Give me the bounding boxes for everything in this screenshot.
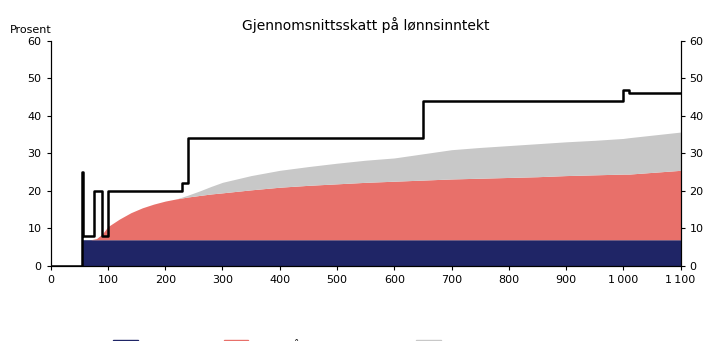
Text: Prosent: Prosent bbox=[9, 25, 51, 35]
Title: Gjennomsnittsskatt på lønnsinntekt: Gjennomsnittsskatt på lønnsinntekt bbox=[242, 17, 489, 33]
Legend: Trygdeavgift, Skatt på alminnelig inntekt, Trinnskatt, Marginalskatt: Trygdeavgift, Skatt på alminnelig inntek… bbox=[109, 334, 623, 341]
